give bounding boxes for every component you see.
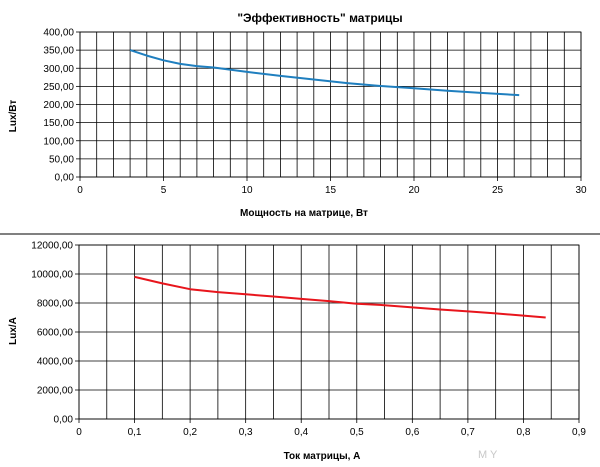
plot-frame xyxy=(79,31,582,178)
y-tick-label: 50,00 xyxy=(49,154,74,165)
chart-grid xyxy=(76,31,582,181)
series-line xyxy=(129,49,520,97)
y-tick-label: 350,00 xyxy=(43,46,74,57)
y-axis-label: Lux/A xyxy=(8,317,19,345)
chart-current-efficiency: 0,00 2000,00 4000,00 6000,00 8000,00 10000,00… xyxy=(8,241,586,463)
y-tick-label: 100,00 xyxy=(43,136,74,147)
x-tick-label: 0,3 xyxy=(239,427,253,438)
y-tick-label: 400,00 xyxy=(43,28,74,39)
x-axis-label: Мощность на матрице, Вт xyxy=(240,208,368,219)
y-tick-label: 250,00 xyxy=(43,82,74,93)
x-tick-label: 0 xyxy=(77,185,83,196)
y-tick-label: 300,00 xyxy=(43,64,74,75)
x-tick-label: 0,6 xyxy=(405,427,419,438)
x-tick-labels: 0 5 10 15 20 25 30 xyxy=(77,185,587,196)
x-tick-label: 30 xyxy=(575,185,587,196)
y-tick-label: 12000,00 xyxy=(31,241,73,252)
x-tick-label: 0,1 xyxy=(128,427,142,438)
chart-grid xyxy=(75,244,580,423)
y-tick-label: 6000,00 xyxy=(37,328,74,339)
chart-power-efficiency: "Эффективность" матрицы 0,00 50,00 100,00 1… xyxy=(8,11,587,219)
y-tick-label: 4000,00 xyxy=(37,357,74,368)
x-tick-label: 0,2 xyxy=(183,427,197,438)
x-axis-label: Ток матрицы, А xyxy=(284,451,361,462)
x-tick-label: 0,7 xyxy=(461,427,475,438)
x-tick-label: 0,9 xyxy=(572,427,586,438)
y-tick-label: 0,00 xyxy=(55,173,75,184)
y-axis-label: Lux/Вт xyxy=(8,100,19,133)
plot-frame xyxy=(78,244,580,420)
chart-title: "Эффективность" матрицы xyxy=(237,11,402,25)
x-tick-label: 0,8 xyxy=(516,427,530,438)
y-tick-label: 2000,00 xyxy=(37,386,74,397)
y-tick-labels: 0,00 2000,00 4000,00 6000,00 8000,00 10000,00… xyxy=(31,241,73,426)
x-tick-label: 10 xyxy=(241,185,253,196)
y-tick-label: 8000,00 xyxy=(37,299,74,310)
x-tick-labels: 0 0,1 0,2 0,3 0,4 0,5 0,6 0,7 0,8 0,9 xyxy=(76,427,586,438)
x-tick-label: 25 xyxy=(492,185,504,196)
x-tick-label: 5 xyxy=(161,185,167,196)
y-tick-label: 150,00 xyxy=(43,118,74,129)
x-tick-label: 0,4 xyxy=(294,427,308,438)
x-tick-label: 0,5 xyxy=(350,427,364,438)
watermark: M Y xyxy=(478,449,498,461)
series-line xyxy=(134,275,546,319)
y-tick-label: 200,00 xyxy=(43,100,74,111)
y-tick-label: 0,00 xyxy=(54,415,74,426)
y-tick-labels: 0,00 50,00 100,00 150,00 200,00 250,00 300,00 3… xyxy=(43,28,74,184)
y-tick-label: 10000,00 xyxy=(31,270,73,281)
x-tick-label: 15 xyxy=(325,185,337,196)
x-tick-label: 0 xyxy=(76,427,82,438)
x-tick-label: 20 xyxy=(408,185,420,196)
